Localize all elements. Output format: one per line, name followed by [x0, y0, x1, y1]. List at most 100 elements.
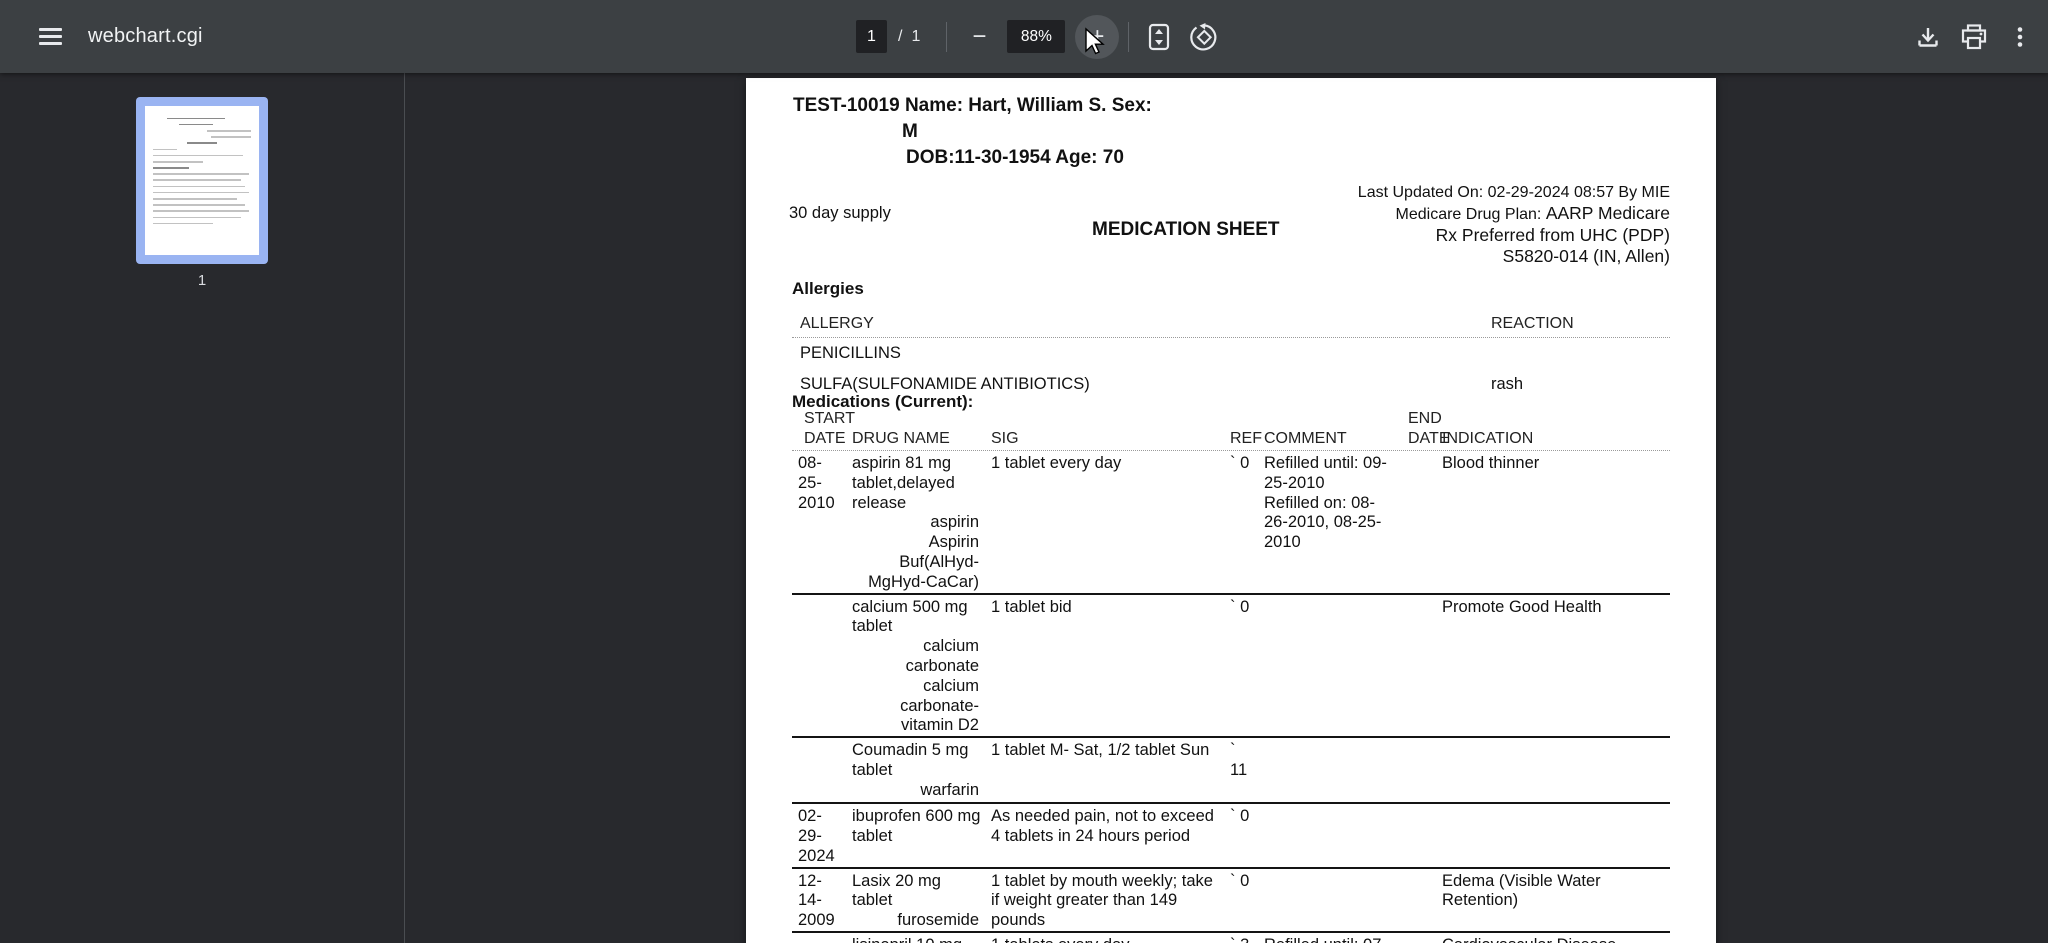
pdf-canvas[interactable]: TEST-10019 Name: Hart, William S. Sex: M… — [406, 73, 2048, 943]
more-options-button[interactable] — [2000, 17, 2040, 57]
reaction-column-header: REACTION — [1491, 314, 1574, 332]
allergy-name: PENICILLINS — [800, 344, 901, 362]
comment-column-header: COMMENT — [1264, 429, 1347, 447]
medications-header-row: START DATE DRUG NAME SIG REF COMMENT END… — [792, 408, 1670, 451]
cell-indication: Promote Good Health — [1442, 597, 1602, 616]
medication-row: 12-14-2009 Lasix 20 mg tablet furosemide… — [792, 869, 1670, 933]
cell-end-date — [1396, 741, 1436, 802]
toolbar-center: / 1 − 88% + — [856, 0, 1224, 73]
cell-comment: Refilled until: 07-01-2010 Refilled on: … — [1258, 936, 1396, 943]
zoom-level: 88% — [1007, 20, 1066, 53]
medication-row: Coumadin 5 mg tablet warfarin 1 tablet M… — [792, 738, 1670, 805]
sheet-title: MEDICATION SHEET — [1092, 219, 1280, 240]
download-button[interactable] — [1908, 17, 1948, 57]
document-title: webchart.cgi — [88, 25, 203, 47]
sig-column-header: SIG — [991, 429, 1019, 447]
cell-start-date: 12-14-2009 — [798, 871, 835, 930]
cell-comment — [1258, 807, 1396, 866]
last-updated: Last Updated On: 02-29-2024 08:57 By MIE — [1357, 184, 1670, 201]
medication-row: 02-29-2024 ibuprofen 600 mg tablet As ne… — [792, 804, 1670, 869]
rotate-counterclockwise-button[interactable] — [1184, 17, 1224, 57]
cell-start-date — [792, 936, 846, 943]
ref-column-header: REF — [1230, 429, 1262, 447]
cell-start-date — [792, 741, 846, 802]
cell-drug-name: aspirin 81 mg tablet,delayed release asp… — [852, 454, 979, 591]
print-icon — [1961, 23, 1987, 49]
medication-row: 08-25-2010 aspirin 81 mg tablet,delayed … — [792, 451, 1670, 595]
drug-plan-label: Medicare Drug Plan: — [1395, 206, 1546, 223]
medication-row: lisinopril 10 mg tablet 1 tablets every … — [792, 933, 1670, 943]
cell-indication — [1436, 807, 1670, 866]
zoom-in-button[interactable]: + — [1075, 14, 1120, 59]
patient-sex-value: M — [902, 121, 918, 142]
cell-sig: 1 tablet every day — [991, 454, 1122, 472]
cell-end-date — [1396, 598, 1436, 737]
cell-sig: As needed pain, not to exceed 4 tablets … — [991, 807, 1214, 845]
allergy-row: PENICILLINS — [792, 338, 1670, 369]
allergy-column-header: ALLERGY — [800, 314, 874, 332]
cell-indication: Edema (Visible Water Retention) — [1442, 871, 1601, 910]
cell-start-date: 02-29-2024 — [798, 807, 835, 865]
supply-note: 30 day supply — [789, 204, 891, 222]
cell-start-date — [792, 598, 846, 737]
drug-plan-value: AARP Medicare — [1545, 203, 1670, 223]
cell-indication: Blood thinner — [1442, 454, 1540, 472]
cell-drug-name: lisinopril 10 mg tablet — [846, 936, 985, 943]
cell-comment — [1258, 872, 1396, 931]
fit-to-page-button[interactable] — [1139, 17, 1179, 57]
indication-column-header: INDICATION — [1442, 429, 1534, 447]
zoom-in-icon: + — [1090, 22, 1105, 50]
cell-sig: 1 tablet by mouth weekly; take if weight… — [991, 871, 1213, 930]
pdf-toolbar: webchart.cgi / 1 − 88% + — [0, 0, 2048, 73]
menu-button[interactable] — [28, 15, 72, 59]
cell-indication — [1436, 741, 1670, 802]
cell-ref: ` 11 — [1230, 741, 1248, 779]
cell-sig: 1 tablet bid — [991, 597, 1072, 616]
thumbnail-page-number: 1 — [197, 272, 207, 289]
cell-ref: ` 3 — [1224, 936, 1258, 943]
cell-end-date — [1396, 807, 1436, 866]
allergies-table: ALLERGY REACTION PENICILLINS SULFA(SULFO… — [792, 310, 1670, 400]
menu-icon — [38, 24, 62, 49]
toolbar-right — [1908, 0, 2040, 73]
cell-ref: ` 0 — [1230, 871, 1250, 890]
cell-ref: ` 0 — [1230, 454, 1250, 472]
cell-comment — [1258, 598, 1396, 737]
drug-name-column-header: DRUG NAME — [852, 429, 950, 447]
pdf-page: TEST-10019 Name: Hart, William S. Sex: M… — [746, 78, 1716, 943]
cell-indication: Cardiovascular Disease (Disease of the H… — [1436, 936, 1670, 943]
thumbnail-sidebar: 1 — [0, 73, 405, 943]
cell-end-date — [1396, 936, 1436, 943]
medications-heading: Medications (Current): — [792, 392, 974, 411]
cell-drug-name: ibuprofen 600 mg tablet — [852, 807, 981, 845]
end-date-column-header: END DATE — [1408, 410, 1450, 447]
allergy-reaction: rash — [1491, 375, 1524, 393]
cell-end-date — [1396, 872, 1436, 931]
drug-plan-line2: Rx Preferred from UHC (PDP) — [1435, 225, 1670, 245]
drug-plan-line3: S5820-014 (IN, Allen) — [1502, 246, 1670, 266]
medication-sheet-document: TEST-10019 Name: Hart, William S. Sex: M… — [746, 78, 1716, 943]
page-separator: / — [898, 27, 903, 45]
page-number-input[interactable] — [856, 20, 887, 53]
cell-drug-name: Coumadin 5 mg tablet warfarin — [852, 741, 979, 799]
start-date-column-header: START DATE — [804, 410, 855, 447]
thumbnail-preview — [145, 106, 259, 255]
toolbar-divider — [946, 21, 948, 52]
page-thumbnail[interactable] — [136, 97, 268, 264]
cell-ref: ` 0 — [1230, 807, 1250, 826]
zoom-out-icon: − — [972, 22, 987, 50]
zoom-out-button[interactable]: − — [959, 17, 999, 57]
download-icon — [1918, 27, 1938, 47]
cell-comment: Refilled until: 09-25-2010 Refilled on: … — [1264, 454, 1387, 552]
patient-id-name: TEST-10019 Name: Hart, William S. Sex: — [793, 95, 1152, 116]
cell-drug-name: calcium 500 mg tablet calcium carbonate … — [852, 597, 979, 735]
cell-ref: ` 0 — [1230, 597, 1250, 616]
allergy-row: SULFA(SULFONAMIDE ANTIBIOTICS) rash — [792, 369, 1670, 400]
fit-to-page-icon — [1149, 23, 1170, 50]
cell-sig: 1 tablet M- Sat, 1/2 tablet Sun — [991, 741, 1210, 760]
print-button[interactable] — [1954, 17, 1994, 57]
page-count: 1 — [911, 27, 921, 45]
allergy-name: SULFA(SULFONAMIDE ANTIBIOTICS) — [800, 375, 1090, 393]
cell-comment — [1258, 741, 1396, 802]
